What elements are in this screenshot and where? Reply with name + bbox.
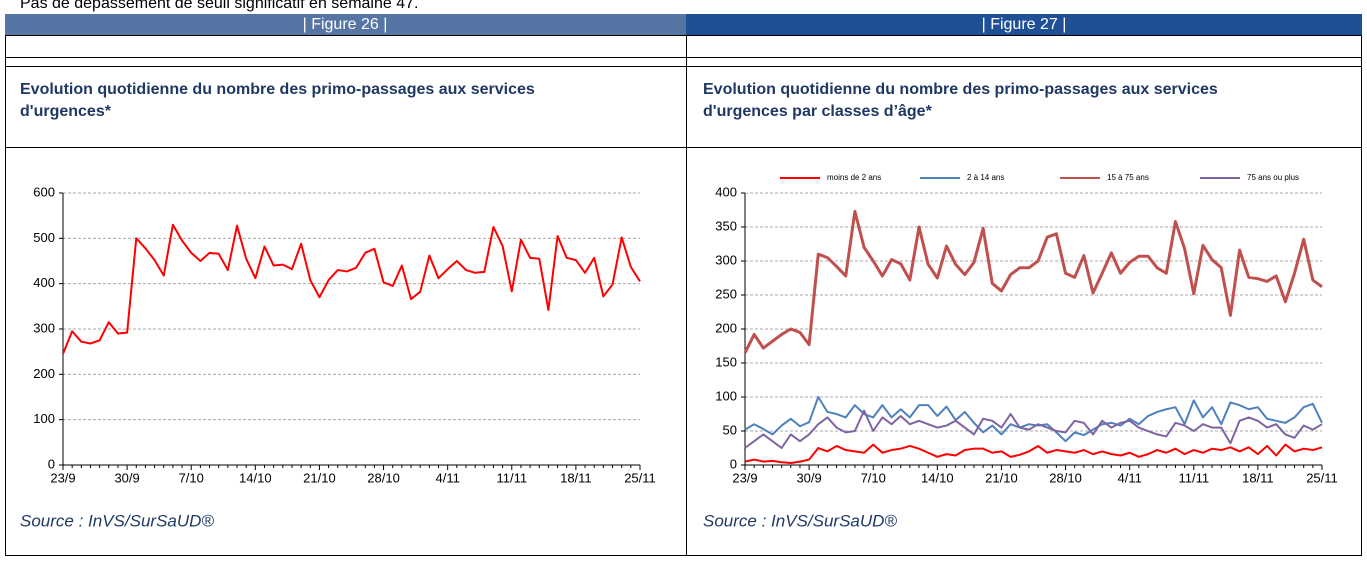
y-tick-label: 200: [715, 320, 737, 335]
x-tick-label: 11/11: [1178, 470, 1209, 485]
y-tick-label: 200: [33, 366, 55, 381]
series-line: [744, 409, 1323, 449]
x-tick-label: 30/9: [114, 470, 139, 485]
x-tick-label: 18/11: [560, 470, 592, 485]
figure-label: | Figure 26 |: [303, 16, 388, 33]
series-line: [743, 209, 1323, 354]
series-line: [62, 223, 641, 355]
x-tick-label: 25/11: [1306, 470, 1338, 485]
figure-header: [5, 14, 686, 35]
intro-text: Pas de dépassement de seuil significatif…: [20, 0, 418, 12]
x-tick-label: 11/11: [496, 470, 527, 485]
legend-label: 15 à 75 ans: [1107, 173, 1149, 182]
y-tick-label: 50: [723, 422, 737, 437]
y-tick-label: 100: [715, 388, 737, 403]
figure-title: Evolution quotidienne du nombre des prim…: [20, 81, 535, 98]
y-tick-label: 300: [33, 320, 55, 335]
y-tick-label: 0: [48, 456, 55, 471]
x-tick-label: 30/9: [796, 470, 821, 485]
figure-title: d'urgences par classes d’âge*: [703, 103, 933, 120]
x-tick-label: 4/11: [435, 470, 459, 485]
x-tick-label: 14/10: [239, 470, 272, 485]
x-tick-label: 7/10: [179, 470, 204, 485]
source: Source : InVS/SurSaUD®: [703, 511, 897, 530]
x-tick-label: 21/10: [985, 470, 1018, 485]
y-tick-label: 100: [33, 411, 55, 426]
y-tick-label: 250: [715, 286, 737, 301]
frame: [5, 35, 1362, 556]
x-tick-label: 18/11: [1242, 470, 1274, 485]
figure-label: | Figure 27 |: [982, 16, 1067, 33]
figure-title: d'urgences*: [20, 103, 112, 120]
y-tick-label: 350: [715, 218, 737, 233]
y-tick-label: 400: [715, 184, 737, 199]
figure-header: [686, 14, 1362, 35]
x-tick-label: 7/10: [861, 470, 886, 485]
legend-label: moins de 2 ans: [827, 173, 881, 182]
x-tick-label: 25/11: [624, 470, 656, 485]
x-tick-label: 28/10: [1049, 470, 1082, 485]
figure-title: Evolution quotidienne du nombre des prim…: [703, 81, 1218, 98]
y-tick-label: 0: [730, 456, 737, 471]
y-tick-label: 500: [33, 230, 55, 245]
x-tick-label: 28/10: [367, 470, 400, 485]
source: Source : InVS/SurSaUD®: [20, 511, 214, 530]
x-tick-label: 21/10: [303, 470, 336, 485]
series-line: [744, 396, 1323, 443]
x-tick-label: 4/11: [1117, 470, 1141, 485]
series-line: [744, 443, 1323, 464]
y-tick-label: 150: [715, 354, 737, 369]
legend-label: 2 à 14 ans: [967, 173, 1004, 182]
x-tick-label: 14/10: [921, 470, 954, 485]
y-tick-label: 300: [715, 252, 737, 267]
x-tick-label: 23/9: [50, 470, 75, 485]
legend-label: 75 ans ou plus: [1247, 173, 1299, 182]
y-tick-label: 600: [33, 184, 55, 199]
x-tick-label: 23/9: [732, 470, 757, 485]
y-tick-label: 400: [33, 275, 55, 290]
